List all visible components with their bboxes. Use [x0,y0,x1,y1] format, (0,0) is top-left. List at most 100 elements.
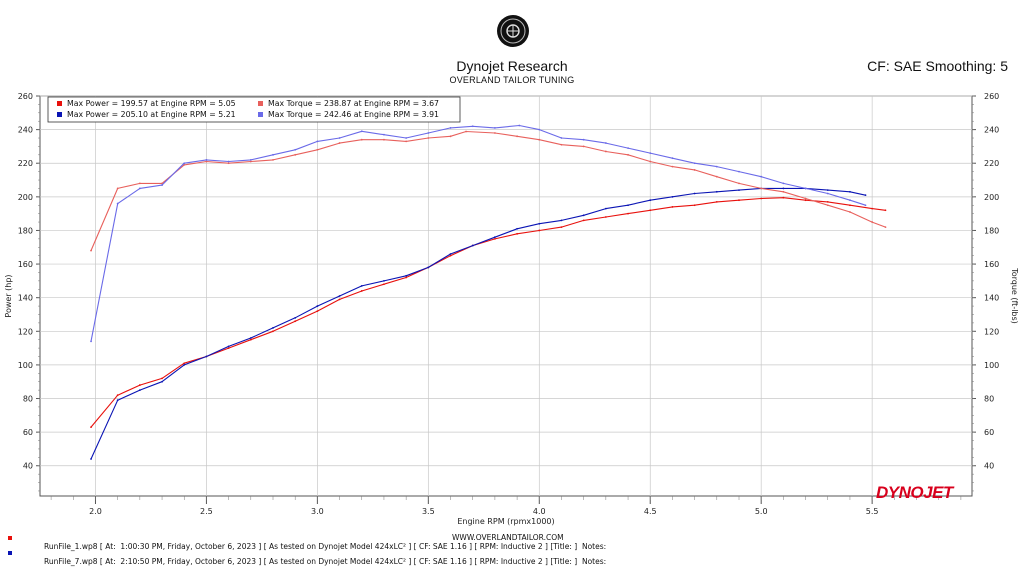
data-point [538,229,541,232]
x-tick-label: 2.0 [89,507,102,516]
data-point [161,380,163,383]
legend-entry: Max Power = 205.10 at Engine RPM = 5.21 [67,110,236,119]
data-point [538,128,541,131]
data-point [804,187,807,190]
run-file-info: RunFile_1.wp8 [ At: 1:00:30 PM, Friday, … [44,542,607,551]
data-point [582,145,585,148]
data-point [449,253,452,255]
data-point [849,211,851,213]
data-point [161,377,163,380]
y-tick-label-left: 220 [18,159,33,168]
data-point [116,394,119,397]
data-point [671,157,674,160]
legend-swatch [258,101,263,106]
data-point [338,142,341,144]
data-point [560,143,563,146]
data-point [427,132,430,134]
y-tick-label-right: 60 [984,428,994,437]
data-point [760,197,763,200]
data-point [516,232,518,235]
data-point [849,204,851,207]
data-point [360,290,363,292]
y-tick-label-left: 260 [18,92,33,101]
y-tick-label-right: 100 [984,361,999,370]
data-point [90,249,92,252]
data-point [560,226,563,228]
data-point [582,138,585,141]
data-point [804,197,807,200]
data-point [627,153,629,156]
y-tick-label-left: 120 [18,327,33,336]
y-tick-label-right: 80 [984,395,994,404]
data-point [693,192,696,195]
data-point [518,124,521,127]
data-point [183,164,186,166]
y-tick-label-right: 180 [984,226,999,235]
data-point [183,364,186,366]
legend-box [47,96,461,123]
data-point [782,190,785,193]
y-tick-label-right: 40 [984,462,994,471]
data-point [272,158,274,161]
data-point [227,162,230,165]
y-tick-label-right: 120 [984,327,999,336]
data-point [249,158,252,161]
legend-swatch [57,112,62,117]
y-tick-label-left: 140 [18,294,33,303]
data-point [205,355,208,358]
data-point [826,204,829,207]
y-axis-label-right: Torque (ft-lbs) [1010,267,1019,324]
data-point [804,199,807,202]
y-tick-label-right: 260 [984,92,999,101]
data-point [884,209,887,212]
data-point [116,399,119,402]
y-tick-label-right: 140 [984,294,999,303]
legend: Max Power = 199.57 at Engine RPM = 5.05 M… [47,96,461,123]
x-tick-label: 3.0 [311,507,324,516]
data-point [715,190,718,193]
data-point [90,340,92,343]
data-point [316,140,319,143]
data-point [849,199,851,202]
data-point [249,337,252,339]
data-point [316,310,319,313]
data-point [138,384,141,386]
correction-factor-label: CF: SAE Smoothing: 5 [867,58,1008,74]
y-tick-label-right: 200 [984,193,999,202]
data-point [360,285,363,287]
data-point [249,160,252,163]
data-point [138,187,141,190]
data-point [760,187,763,190]
data-point [516,227,518,230]
legend-swatch [57,101,62,106]
data-point [272,330,274,333]
y-tick-label-left: 180 [18,226,33,235]
data-point [383,279,385,282]
data-point [205,158,208,161]
data-point [405,137,408,139]
data-point [138,389,141,392]
data-point [871,221,874,223]
data-point [227,160,230,163]
footer-url: WWW.OVERLANDTAILOR.COM [452,533,564,542]
data-point [715,200,718,203]
data-point [693,162,696,165]
chart-subtitle: OVERLAND TAILOR TUNING [449,75,575,85]
data-point [516,135,518,138]
data-point [383,138,385,141]
y-tick-label-left: 40 [23,462,33,471]
data-point [471,244,474,247]
data-point [338,295,341,297]
data-point [383,133,385,136]
data-point [738,182,740,185]
data-point [715,165,718,168]
data-point [627,147,629,150]
data-point [90,458,92,460]
data-point [582,214,585,217]
legend-entry: Max Torque = 242.46 at Engine RPM = 3.91 [268,110,439,119]
data-point [116,202,119,205]
data-point [465,130,467,133]
legend-entry: Max Power = 199.57 at Engine RPM = 5.05 [67,99,236,108]
data-point [405,276,408,279]
